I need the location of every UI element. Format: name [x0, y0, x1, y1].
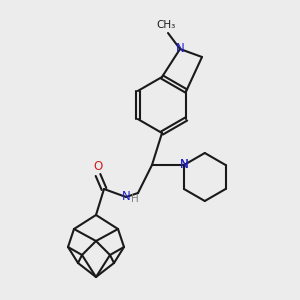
Text: N: N	[180, 158, 188, 172]
Text: O: O	[93, 160, 103, 173]
Text: H: H	[131, 194, 139, 204]
Text: N: N	[122, 190, 130, 203]
Text: N: N	[180, 158, 188, 172]
Text: CH₃: CH₃	[156, 20, 176, 30]
Text: N: N	[176, 43, 184, 56]
